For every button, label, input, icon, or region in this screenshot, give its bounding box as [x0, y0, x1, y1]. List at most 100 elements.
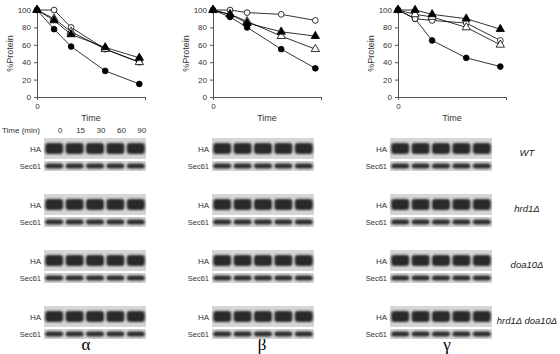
- y-tick-mark: [34, 80, 37, 81]
- strain-label: WT: [520, 147, 536, 158]
- y-tick-label: 100: [18, 6, 32, 15]
- y-tick-mark: [210, 80, 213, 81]
- blot-band: [473, 199, 491, 210]
- blot-band: [127, 276, 145, 281]
- series-line: [213, 10, 315, 36]
- blot-band: [412, 332, 430, 337]
- time-label: Time (min): [2, 126, 40, 135]
- blot-band: [412, 276, 430, 281]
- blot-band: [254, 276, 272, 281]
- blot-band: [295, 311, 313, 322]
- blot-band: [432, 220, 450, 225]
- blot-strip: [212, 194, 314, 215]
- blot-band: [45, 276, 63, 281]
- blot-band: [86, 311, 104, 322]
- blot-band: [86, 143, 104, 154]
- blot-band: [66, 255, 84, 266]
- series-line: [213, 10, 315, 68]
- series-line: [398, 10, 500, 40]
- strain-label: hrd1Δ: [514, 203, 539, 214]
- blot-band: [473, 164, 491, 169]
- y-tick-label: 0: [388, 93, 393, 102]
- blot-band: [254, 143, 272, 154]
- blot-strip: [44, 161, 146, 171]
- x-tick: 0: [35, 97, 40, 111]
- blot-strip: [212, 217, 314, 227]
- blot-strip: [44, 329, 146, 339]
- band-label: HA: [376, 201, 388, 210]
- marker: [68, 44, 74, 50]
- time-value: 15: [76, 126, 85, 135]
- blot-band: [234, 143, 252, 154]
- y-tick-mark: [210, 27, 213, 28]
- blot-strip: [390, 329, 492, 339]
- marker: [311, 31, 319, 38]
- marker: [496, 24, 504, 31]
- y-tick-label: 80: [198, 23, 207, 32]
- blot-strip: [212, 161, 314, 171]
- blot-band: [391, 255, 409, 266]
- y-tick: 80: [383, 23, 398, 32]
- marker: [278, 46, 284, 52]
- blot-band: [391, 143, 409, 154]
- blot-band: [295, 332, 313, 337]
- band-label: Sec61: [366, 218, 387, 227]
- marker: [33, 5, 41, 12]
- blot-band: [452, 255, 470, 266]
- x-axis: 0: [35, 97, 145, 111]
- blot-band: [274, 164, 292, 169]
- y-tick: 40: [22, 58, 37, 67]
- blot-band: [66, 164, 84, 169]
- marker: [226, 10, 234, 17]
- x-tick: 0: [396, 97, 401, 111]
- y-tick-mark: [34, 45, 37, 46]
- y-tick-mark: [210, 62, 213, 63]
- line-chart: 0204060801000Time%Proteinβ: [181, 5, 322, 354]
- blot-band: [66, 199, 84, 210]
- blot-band: [274, 332, 292, 337]
- x-axis: 0: [211, 97, 321, 111]
- series-line: [398, 10, 500, 45]
- blot-band: [234, 220, 252, 225]
- blot-band: [45, 220, 63, 225]
- blot-strip: [212, 306, 314, 327]
- blot-strip: [44, 138, 146, 159]
- blot-band: [412, 143, 430, 154]
- series-line: [213, 10, 315, 49]
- marker: [411, 5, 419, 12]
- blot-band: [473, 276, 491, 281]
- blot-band: [213, 276, 231, 281]
- blot-strip: [390, 138, 492, 159]
- blot-band: [274, 220, 292, 225]
- line-chart: 0204060801000Time%Proteinγ: [366, 5, 507, 354]
- blot-band: [86, 164, 104, 169]
- marker: [33, 5, 41, 12]
- x-tick: 0: [211, 97, 216, 111]
- blot-band: [432, 332, 450, 337]
- blot-band: [274, 255, 292, 266]
- series-line: [398, 10, 500, 67]
- band-label: Sec61: [188, 330, 209, 339]
- blot-band: [432, 311, 450, 322]
- x-tick-mark: [213, 97, 214, 100]
- blot-band: [254, 332, 272, 337]
- blot-band: [452, 199, 470, 210]
- marker: [243, 18, 251, 25]
- plot-area: [394, 5, 505, 69]
- y-axis: 020406080100: [18, 6, 38, 102]
- blot-band: [473, 311, 491, 322]
- y-tick-label: 20: [383, 76, 392, 85]
- figure: 0204060801000Time%Proteinα0204060801000T…: [0, 0, 560, 354]
- blot-band: [295, 276, 313, 281]
- blot-band: [106, 276, 124, 281]
- blot-band: [106, 255, 124, 266]
- plot-area: [33, 5, 144, 87]
- x-tick-label: 0: [211, 102, 216, 111]
- band-label: HA: [376, 313, 388, 322]
- band-label: HA: [198, 201, 210, 210]
- y-tick: 60: [22, 41, 37, 50]
- blot-strip: [212, 329, 314, 339]
- marker: [312, 18, 318, 24]
- marker: [497, 64, 503, 70]
- blot-band: [412, 311, 430, 322]
